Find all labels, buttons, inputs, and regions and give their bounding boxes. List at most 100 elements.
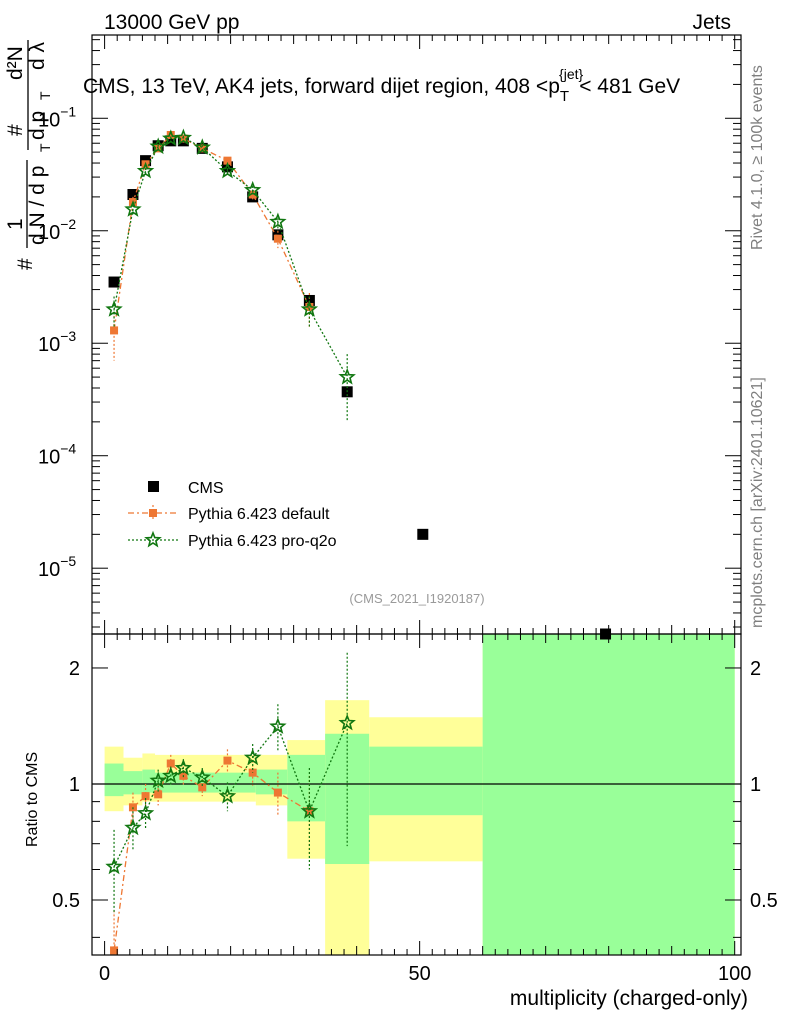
data-point-star — [193, 138, 212, 155]
y-tick-label: 10−2 — [38, 216, 76, 244]
ylabel-dpt: d p — [26, 111, 49, 140]
y-tick-label: 10−1 — [38, 103, 76, 131]
ratio-point-square — [198, 783, 207, 792]
y-tick-label: 10−3 — [38, 328, 76, 356]
data-point-square — [223, 156, 232, 165]
ratio-point-star — [149, 771, 167, 789]
ratio-point-star — [218, 786, 237, 804]
axes-frames — [91, 34, 742, 956]
ratio-line — [113, 722, 348, 867]
ratio-point-star — [174, 758, 193, 776]
plot-title-main: CMS, 13 TeV, AK4 jets, forward dijet reg… — [83, 75, 560, 98]
ylabel-dn: d N / d p — [26, 166, 49, 245]
mcplots-site-label: mcplots.cern.ch [arXiv:2401.10621] — [749, 377, 766, 628]
band-green — [369, 746, 483, 816]
ylabel-one: 1 — [4, 218, 27, 230]
ratio-point-square — [166, 759, 175, 768]
data-point-square — [198, 144, 207, 153]
ratio-point-star — [269, 717, 287, 734]
ylabel-dlambda: d λ — [26, 41, 49, 70]
ylabel-t1: T — [37, 143, 53, 152]
ratio-point-star — [338, 713, 356, 731]
data-point-square — [273, 234, 282, 243]
legend-symbol-pythia-pro-q2o — [144, 530, 162, 548]
upper-series — [105, 128, 612, 640]
legend-label-pythia-pro-q2o: Pythia 6.423 pro-q2o — [188, 533, 337, 550]
data-point-star — [105, 300, 123, 317]
plot-title-tail: < 481 GeV — [579, 75, 680, 98]
ratio-y-tick-label-left: 1 — [69, 774, 80, 796]
data-point-star — [218, 161, 237, 179]
ratio-point-square — [273, 788, 282, 797]
ylabel-hash1: # — [14, 258, 37, 270]
ratio-point-star — [193, 768, 211, 785]
upper-y-axis-label: # 1 d N / d p T # d p T d²N d λ — [4, 40, 53, 270]
data-point-star — [149, 137, 167, 155]
ratio-point-square — [305, 807, 314, 816]
band-green — [482, 634, 735, 955]
ylabel-t2: T — [37, 91, 53, 100]
ratio-point-square — [223, 756, 232, 765]
x-axis-label: multiplicity (charged-only) — [510, 987, 748, 1010]
ratio-point-star — [243, 748, 262, 766]
ratio-point-square — [110, 946, 119, 955]
data-point-cms — [417, 528, 429, 540]
data-point-cms — [221, 161, 233, 173]
ratio-series — [105, 652, 356, 955]
data-point-star — [300, 300, 319, 317]
band-green — [123, 771, 143, 795]
series-line — [113, 137, 348, 378]
ratio-y-tick-label-right: 1 — [750, 774, 761, 796]
ratio-y-tick-label-left: 0.5 — [52, 890, 80, 912]
y-tick-label: 10−4 — [38, 441, 76, 469]
ylabel-d2n: d²N — [4, 46, 27, 80]
legend: CMS Pythia 6.423 default Pythia 6.423 pr… — [128, 480, 337, 550]
lower-frame — [91, 633, 742, 956]
data-point-square — [110, 326, 119, 335]
plot-title-sup: {jet} — [559, 66, 583, 82]
ratio-y-tick-label-right: 0.5 — [750, 890, 778, 912]
energy-label: 13000 GeV pp — [104, 11, 239, 34]
ratio-point-star — [162, 766, 180, 784]
legend-symbol-pythia-default — [149, 509, 157, 517]
data-point-star — [243, 180, 262, 198]
data-point-star — [174, 128, 193, 146]
band-green — [255, 769, 288, 795]
analysis-reference: (CMS_2021_I1920187) — [349, 591, 484, 606]
ratio-point-square — [141, 792, 150, 801]
ratio-uncertainty-bands — [92, 634, 741, 955]
plot-title-sub: T — [560, 88, 569, 105]
x-tick-label: 0 — [99, 963, 110, 985]
ratio-point-square — [154, 790, 163, 799]
ratio-point-star — [105, 857, 123, 875]
rivet-version-label: Rivet 4.1.0, ≥ 100k events — [749, 65, 766, 250]
ratio-y-tick-label-right: 2 — [750, 658, 761, 680]
data-point-cms — [108, 276, 120, 288]
legend-symbol-cms — [148, 481, 159, 492]
data-point-square — [166, 131, 175, 140]
data-point-cms — [127, 189, 139, 201]
data-point-star — [338, 367, 356, 385]
category-label: Jets — [692, 11, 731, 34]
band-green — [142, 769, 156, 793]
legend-label-pythia-default: Pythia 6.423 default — [188, 506, 330, 523]
data-point-star — [162, 129, 180, 146]
plot-title: CMS, 13 TeV, AK4 jets, forward dijet reg… — [83, 66, 680, 105]
ratio-point-star — [136, 803, 155, 821]
y-tick-label: 10−5 — [38, 553, 76, 581]
legend-label-cms: CMS — [188, 480, 224, 497]
lower-y-axis-label: Ratio to CMS — [24, 752, 41, 847]
x-tick-label: 100 — [718, 963, 751, 985]
data-point-square — [179, 134, 188, 143]
data-point-square — [305, 302, 314, 311]
band-green — [104, 763, 124, 797]
x-tick-label: 50 — [409, 963, 431, 985]
ratio-point-star — [300, 801, 319, 819]
ratio-point-star — [124, 818, 142, 836]
axis-ticks: 0 50 100 10−1 10−2 10−3 10−4 10−5 2 2 1 1 0.5 0.5 — [38, 35, 778, 985]
ylabel-hash2: # — [4, 124, 27, 136]
data-point-star — [269, 212, 287, 230]
data-point-star — [124, 200, 142, 217]
ratio-y-tick-label-left: 2 — [69, 658, 80, 680]
